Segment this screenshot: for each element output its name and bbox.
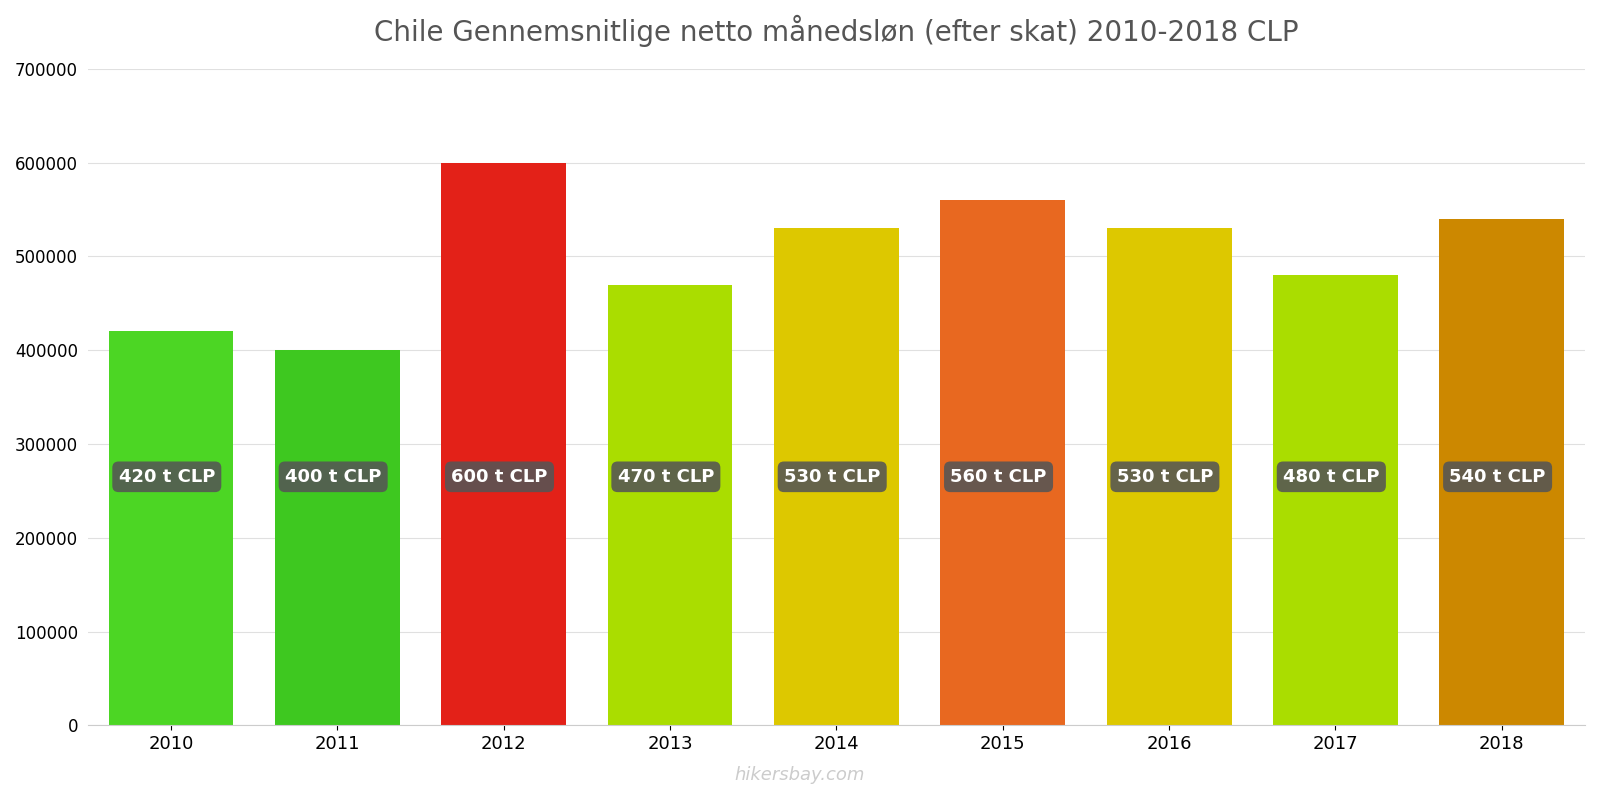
Bar bbox=[1440, 219, 1565, 726]
Bar bbox=[109, 331, 234, 726]
Text: 530 t CLP: 530 t CLP bbox=[784, 468, 880, 486]
Bar bbox=[1274, 275, 1398, 726]
Text: 560 t CLP: 560 t CLP bbox=[950, 468, 1046, 486]
Bar bbox=[275, 350, 400, 726]
Text: 470 t CLP: 470 t CLP bbox=[618, 468, 714, 486]
Text: 540 t CLP: 540 t CLP bbox=[1450, 468, 1546, 486]
Bar bbox=[608, 285, 733, 726]
Bar bbox=[1107, 228, 1232, 726]
Text: 420 t CLP: 420 t CLP bbox=[118, 468, 214, 486]
Text: 530 t CLP: 530 t CLP bbox=[1117, 468, 1213, 486]
Text: 400 t CLP: 400 t CLP bbox=[285, 468, 381, 486]
Text: hikersbay.com: hikersbay.com bbox=[734, 766, 866, 784]
Bar bbox=[941, 200, 1066, 726]
Text: 600 t CLP: 600 t CLP bbox=[451, 468, 547, 486]
Bar bbox=[774, 228, 899, 726]
Bar bbox=[442, 162, 566, 726]
Text: 480 t CLP: 480 t CLP bbox=[1283, 468, 1379, 486]
Title: Chile Gennemsnitlige netto månedsløn (efter skat) 2010-2018 CLP: Chile Gennemsnitlige netto månedsløn (ef… bbox=[374, 15, 1299, 47]
